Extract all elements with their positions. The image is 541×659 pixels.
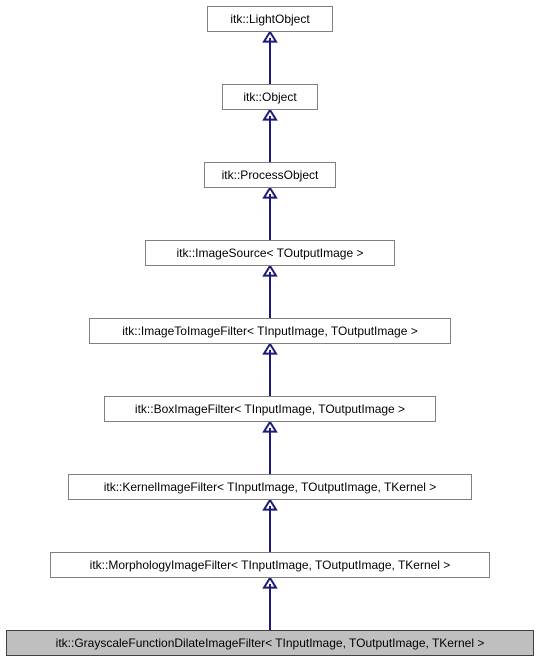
inheritance-arrowhead-icon (264, 188, 276, 198)
inheritance-arrowhead-icon (264, 578, 276, 588)
inheritance-arrowhead-icon (264, 266, 276, 276)
class-node[interactable]: itk::BoxImageFilter< TInputImage, TOutpu… (104, 396, 436, 422)
inheritance-arrowhead-icon (264, 32, 276, 42)
class-node-label: itk::ImageToImageFilter< TInputImage, TO… (122, 324, 418, 338)
class-node[interactable]: itk::Object (222, 84, 318, 110)
inheritance-arrowhead-icon (264, 344, 276, 354)
class-node-label: itk::Object (243, 90, 296, 104)
class-node-label: itk::KernelImageFilter< TInputImage, TOu… (104, 480, 437, 494)
inheritance-arrowhead-icon (264, 422, 276, 432)
class-node[interactable]: itk::ImageSource< TOutputImage > (145, 240, 395, 266)
class-node-label: itk::MorphologyImageFilter< TInputImage,… (90, 558, 451, 572)
class-node[interactable]: itk::ImageToImageFilter< TInputImage, TO… (89, 318, 451, 344)
class-node[interactable]: itk::MorphologyImageFilter< TInputImage,… (50, 552, 490, 578)
class-node[interactable]: itk::LightObject (207, 6, 333, 32)
inheritance-arrowhead-icon (264, 110, 276, 120)
class-node-label: itk::GrayscaleFunctionDilateImageFilter<… (56, 636, 485, 650)
class-node[interactable]: itk::ProcessObject (204, 162, 336, 188)
class-node-label: itk::BoxImageFilter< TInputImage, TOutpu… (135, 402, 405, 416)
inheritance-diagram: itk::LightObjectitk::Objectitk::ProcessO… (0, 0, 541, 659)
class-node[interactable]: itk::GrayscaleFunctionDilateImageFilter<… (6, 630, 534, 656)
class-node-label: itk::LightObject (230, 12, 309, 26)
class-node-label: itk::ProcessObject (222, 168, 319, 182)
class-node-label: itk::ImageSource< TOutputImage > (177, 246, 364, 260)
class-node[interactable]: itk::KernelImageFilter< TInputImage, TOu… (68, 474, 472, 500)
inheritance-arrowhead-icon (264, 500, 276, 510)
